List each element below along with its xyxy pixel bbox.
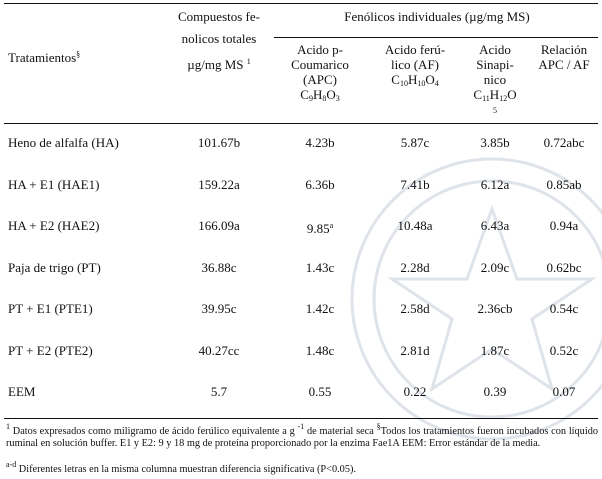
cell-af: 5.87c <box>400 135 430 150</box>
header-bottom-rule <box>4 123 598 124</box>
cell-name: HA + E2 (HAE2) <box>8 218 100 233</box>
cell-rel: 0.54c <box>549 301 579 316</box>
cell-total: 36.88c <box>201 260 237 275</box>
cell-name: EEM <box>8 384 36 399</box>
cell-rel: 0.62bc <box>546 260 582 275</box>
cell-name: PT + E1 (PTE1) <box>8 301 93 316</box>
cell-apc: 6.36b <box>305 177 335 192</box>
header-af: Acido ferú- lico (AF) C10H10O4 <box>372 42 458 91</box>
footnote-3: a-d Diferentes letras en la misma column… <box>6 460 356 475</box>
cell-sin: 6.43a <box>480 218 510 233</box>
fenolicos-group-rule <box>274 37 598 38</box>
table-top-rule <box>4 3 598 4</box>
cell-sin: 2.09c <box>480 260 510 275</box>
cell-name: Paja de trigo (PT) <box>8 260 101 275</box>
cell-apc: 1.48c <box>305 343 335 358</box>
cell-total: 166.09a <box>198 218 240 233</box>
cell-sin: 1.87c <box>480 343 510 358</box>
cell-rel: 0.52c <box>549 343 579 358</box>
sinapinico-formula: C11H12O <box>473 87 517 103</box>
cell-apc: 0.55 <box>308 384 332 399</box>
cell-rel: 0.85ab <box>546 177 582 192</box>
cell-sin: 6.12a <box>480 177 510 192</box>
cell-name: Heno de alfalfa (HA) <box>8 135 119 150</box>
cell-apc: 1.42c <box>305 301 335 316</box>
header-apc: Acido p- Coumarico (APC) C9H8O3 <box>276 42 364 106</box>
cell-af: 10.48a <box>397 218 433 233</box>
header-tratamientos: Tratamientos§ <box>8 50 81 65</box>
header-relacion: Relación APC / AF <box>538 42 590 72</box>
table-bottom-rule <box>4 418 598 419</box>
cell-apc: 4.23b <box>305 135 335 150</box>
header-sinapinico: Acido Sinapi- nico C11H12O 5 <box>462 42 528 116</box>
apc-formula: C9H8O3 <box>300 87 340 103</box>
cell-total: 39.95c <box>201 301 237 316</box>
footnote-1-2: 1 Datos expresados como miligramo de áci… <box>6 422 598 449</box>
header-compuestos: Compuestos fe- nolicos totales µg/mg MS … <box>178 9 260 72</box>
cell-sin: 2.36cb <box>477 301 513 316</box>
seal-watermark <box>350 157 602 441</box>
cell-rel: 0.94a <box>549 218 579 233</box>
cell-af: 2.28d <box>400 260 430 275</box>
cell-sin: 3.85b <box>480 135 510 150</box>
cell-total: 101.67b <box>197 135 241 150</box>
cell-af: 0.22 <box>403 384 427 399</box>
cell-total: 40.27cc <box>198 343 240 358</box>
cell-apc: 1.43c <box>305 260 335 275</box>
cell-name: PT + E2 (PTE2) <box>8 343 93 358</box>
cell-sin: 0.39 <box>483 384 507 399</box>
cell-total: 5.7 <box>210 384 228 399</box>
cell-rel: 0.72abc <box>543 135 585 150</box>
cell-apc: 9.85a <box>306 221 334 236</box>
header-fenolicos-group: Fenólicos individuales (µg/mg MS) <box>344 9 530 24</box>
cell-rel: 0.07 <box>552 384 576 399</box>
cell-af: 2.58d <box>400 301 430 316</box>
cell-name: HA + E1 (HAE1) <box>8 177 100 192</box>
cell-af: 7.41b <box>400 177 430 192</box>
cell-total: 159.22a <box>198 177 240 192</box>
af-formula: C10H10O4 <box>391 72 439 88</box>
cell-af: 2.81d <box>400 343 430 358</box>
